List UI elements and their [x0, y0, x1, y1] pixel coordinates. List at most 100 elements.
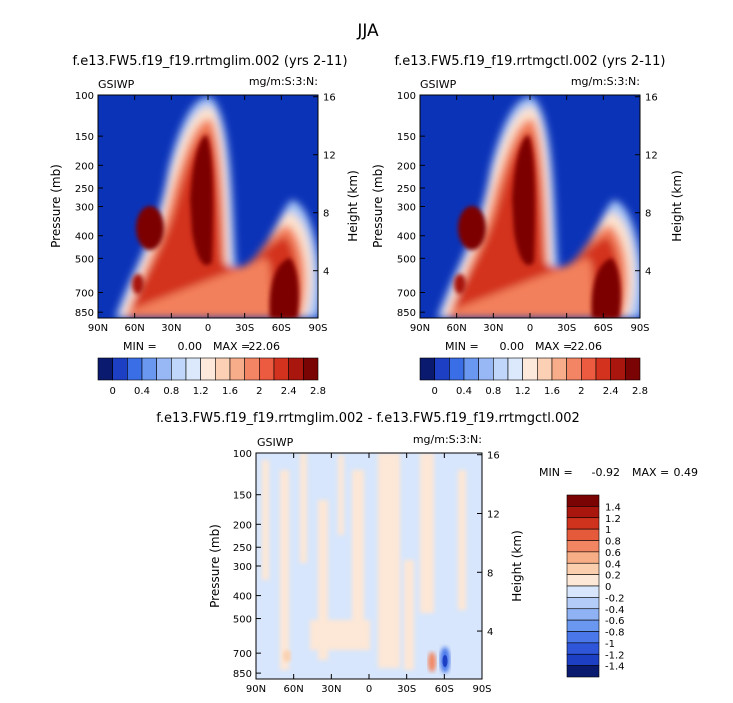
y-tick-label: 300: [75, 203, 94, 214]
y-tick-label: 300: [397, 203, 416, 214]
x-tick-label: 60S: [435, 684, 454, 695]
core-tropical: [512, 135, 536, 266]
panel-c-ylabel-right: Height (km): [510, 530, 524, 601]
x-tick-label: 0: [366, 684, 372, 695]
colorbar-swatch: [595, 357, 611, 381]
panel-a-max-label: MAX =: [213, 340, 250, 353]
colorbar-swatch: [566, 574, 600, 587]
colorbar-label: 2: [256, 386, 262, 397]
core-subtropical: [136, 206, 164, 250]
streak-positive: [420, 453, 434, 613]
panel-b-axes: 90N 60N 30N 0 30S 60S 90S 100 150 200 250 300 400 500…: [397, 91, 658, 334]
colorbar-label: 2.4: [281, 386, 297, 397]
colorbar-swatch: [244, 357, 260, 381]
panel-c-min-label: MIN =: [539, 466, 573, 479]
colorbar-swatch: [493, 357, 509, 381]
panel-b-right-string: mg/m:S:3:N:: [571, 75, 640, 88]
colorbar-swatch: [625, 357, 641, 381]
panel-c-axes: 90N 60N 30N 0 30S 60S 90S 100 150 200 250 300 400 500…: [233, 449, 500, 695]
colorbar-label: -0.2: [605, 593, 625, 604]
panel-b-ylabel: Pressure (mb): [371, 164, 385, 248]
panel-c-colorbar: 1.41.210.80.60.40.20-0.2-0.4-0.6-0.8-1-1…: [566, 494, 625, 678]
x-tick-label: 0: [205, 323, 211, 334]
colorbar-swatch: [507, 357, 523, 381]
panel-b-contours: [437, 97, 640, 318]
colorbar-swatch: [566, 540, 600, 553]
y-tick-label: 300: [233, 562, 252, 573]
panel-b-cores: [454, 135, 621, 318]
panel-b-colorbar: 0 0.4 0.8 1.2 1.6 2 2.4 2.8: [419, 357, 648, 397]
panel-b: f.e13.FW5.f19_f19.rrtmgctl.002 (yrs 2-11…: [371, 54, 684, 397]
panel-c-streaks: [262, 453, 466, 670]
colorbar-label: -0.8: [605, 628, 625, 639]
core-subtropical: [458, 206, 486, 250]
panel-a-left-string: GSIWP: [98, 78, 135, 91]
y-tick-label: 700: [75, 288, 94, 299]
panel-b-max-label: MAX =: [535, 340, 572, 353]
panel-a-field: [98, 95, 318, 318]
colorbar-swatch: [566, 517, 600, 530]
colorbar-label: -1: [605, 639, 615, 650]
x-tick-label: 60S: [594, 323, 613, 334]
x-tick-label: 90S: [630, 323, 649, 334]
colorbar-swatch: [449, 357, 465, 381]
core-southern: [591, 258, 621, 318]
colorbar-label: 0.2: [605, 571, 621, 582]
panel-c-left-string: GSIWP: [257, 436, 294, 449]
streak-positive: [318, 500, 328, 660]
panel-a-min-value: 0.00: [178, 340, 203, 353]
streak-positive: [338, 455, 344, 535]
y-tick-label: 200: [233, 520, 252, 531]
colorbar-label: 1.2: [605, 514, 621, 525]
panel-c-max-value: 0.49: [674, 466, 699, 479]
streak-positive: [458, 470, 466, 610]
colorbar-swatch: [566, 608, 600, 621]
y-tick-label: 850: [233, 669, 252, 680]
y-right-tick-label: 8: [487, 568, 493, 579]
panel-c-max-label: MAX =: [632, 466, 669, 479]
colorbar-swatch: [185, 357, 201, 381]
colorbar-swatch: [566, 597, 600, 610]
y-tick-label: 500: [75, 254, 94, 265]
anomaly-positive-sh: [428, 652, 436, 672]
x-tick-label: 30N: [161, 323, 181, 334]
colorbar-swatch: [566, 653, 600, 666]
colorbar-label: -1.2: [605, 650, 625, 661]
colorbar-label: 1.6: [544, 386, 560, 397]
colorbar-label: 0.4: [134, 386, 150, 397]
panel-c-ylabel: Pressure (mb): [208, 524, 222, 608]
panel-c: f.e13.FW5.f19_f19.rrtmglim.002 - f.e13.F…: [156, 411, 698, 695]
colorbar-swatch: [478, 357, 494, 381]
streak-positive: [262, 460, 269, 580]
colorbar-swatch: [259, 357, 275, 381]
core-southern: [269, 258, 299, 318]
colorbar-swatch: [566, 551, 600, 564]
panel-a-colorbar: 0 0.4 0.8 1.2 1.6 2 2.4 2.8: [97, 357, 326, 397]
figure-title: JJA: [356, 21, 379, 41]
colorbar-label: 1.2: [193, 386, 209, 397]
y-tick-label: 850: [397, 308, 416, 319]
colorbar-swatch: [581, 357, 597, 381]
x-tick-label: 90N: [410, 323, 430, 334]
panel-c-min-value: -0.92: [592, 466, 620, 479]
colorbar-label: 1.2: [515, 386, 531, 397]
y-right-tick-label: 12: [645, 151, 658, 162]
colorbar-swatch: [566, 619, 600, 632]
panel-c-field: [256, 453, 482, 679]
panel-b-title: f.e13.FW5.f19_f19.rrtmgctl.002 (yrs 2-11…: [394, 54, 665, 69]
x-tick-label: 30N: [483, 323, 503, 334]
colorbar-swatch: [566, 357, 582, 381]
panel-a-ylabel-right: Height (km): [346, 170, 360, 241]
y-tick-label: 500: [233, 615, 252, 626]
streak-positive: [310, 620, 370, 650]
streak-positive: [352, 470, 364, 650]
y-tick-label: 250: [397, 184, 416, 195]
y-right-tick-label: 4: [487, 627, 493, 638]
streak-positive: [404, 560, 414, 670]
y-right-tick-label: 12: [323, 151, 336, 162]
y-tick-label: 400: [397, 232, 416, 243]
anomaly-positive-nh: [283, 650, 291, 662]
y-tick-label: 150: [75, 132, 94, 143]
y-tick-label: 100: [233, 449, 252, 460]
y-right-tick-label: 16: [323, 93, 336, 104]
